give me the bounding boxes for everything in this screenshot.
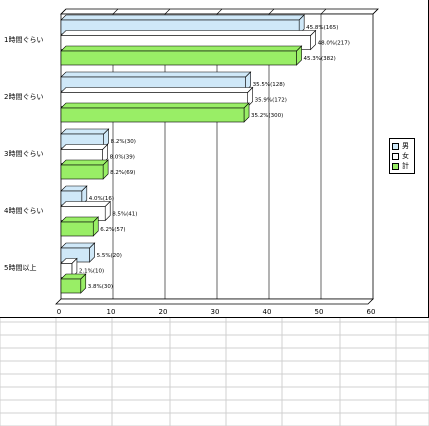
x-axis-tick-label: 50 <box>314 308 324 316</box>
legend-item: 女 <box>392 151 412 161</box>
legend-swatch <box>392 152 399 160</box>
legend-label: 計 <box>402 162 409 170</box>
data-label: 3.8%(30) <box>88 284 113 290</box>
data-label: 6.2%(57) <box>100 227 125 233</box>
bar-top-face <box>60 159 109 166</box>
bar-top-face <box>60 30 317 36</box>
bar-top-face <box>60 144 109 150</box>
data-label: 8.0%(39) <box>110 155 135 161</box>
x-gridline-top <box>268 8 275 15</box>
plot-floor <box>55 298 374 305</box>
legend[interactable]: 男女計 <box>389 138 415 174</box>
x-axis-tick-label: 40 <box>262 308 272 316</box>
x-gridline-top <box>112 8 119 15</box>
bar-top-face <box>60 87 254 93</box>
data-label: 35.2%(300) <box>251 113 283 119</box>
legend-label: 女 <box>402 152 409 160</box>
x-gridline-top <box>372 8 379 15</box>
y-axis-category-label: 2時間ぐらい <box>4 92 44 101</box>
data-label: 35.9%(172) <box>255 98 287 104</box>
bar-top-face <box>60 71 252 78</box>
bar <box>60 221 94 237</box>
y-axis-category-label: 3時間ぐらい <box>4 149 44 158</box>
x-axis-tick-label: 10 <box>106 308 116 316</box>
data-label: 8.5%(41) <box>112 212 137 218</box>
x-axis-tick-label: 30 <box>210 308 220 316</box>
bar-chart: 45.8%(165) 48.0%(217) 45.3%(382) 35.5%(128)… <box>55 8 379 305</box>
data-label: 5.5%(20) <box>97 253 122 259</box>
bar-top-face <box>60 242 96 249</box>
data-label: 45.3%(382) <box>304 56 336 62</box>
legend-swatch <box>392 162 399 170</box>
data-label: 8.2%(69) <box>110 170 135 176</box>
data-label: 4.0%(16) <box>89 196 114 202</box>
x-gridline-top <box>216 8 223 15</box>
bar <box>60 50 297 66</box>
data-label: 45.8%(165) <box>306 25 338 31</box>
legend-swatch <box>392 142 399 150</box>
bar-top-face <box>60 14 305 21</box>
x-axis-tick-label: 60 <box>366 308 376 316</box>
x-gridline-top <box>320 8 327 15</box>
y-axis-category-label: 1時間ぐらい <box>4 35 44 44</box>
x-axis-tick-label: 0 <box>56 308 62 316</box>
bar-top-face <box>60 201 111 207</box>
bar-top-face <box>60 45 303 52</box>
bar <box>60 107 245 123</box>
data-label: 48.0%(217) <box>318 41 350 47</box>
data-label: 8.2%(30) <box>111 139 136 145</box>
data-label: 35.5%(128) <box>253 82 285 88</box>
bar-top-face <box>60 102 250 109</box>
legend-label: 男 <box>402 142 409 150</box>
x-gridline-top <box>164 8 171 15</box>
bar-top-face <box>60 216 99 223</box>
bar <box>60 164 104 180</box>
y-axis-category-label: 5時間以上 <box>4 263 37 272</box>
y-axis-category-label: 4時間ぐらい <box>4 206 44 215</box>
legend-item: 計 <box>392 161 412 171</box>
bar <box>60 278 82 294</box>
x-gridline-top <box>60 8 67 15</box>
x-axis-tick-label: 20 <box>158 308 168 316</box>
data-label: 2.1%(10) <box>79 269 104 275</box>
bar-top-face <box>60 128 110 135</box>
legend-item: 男 <box>392 141 412 151</box>
chart-area[interactable]: 45.8%(165) 48.0%(217) 45.3%(382) 35.5%(128)… <box>0 0 429 318</box>
